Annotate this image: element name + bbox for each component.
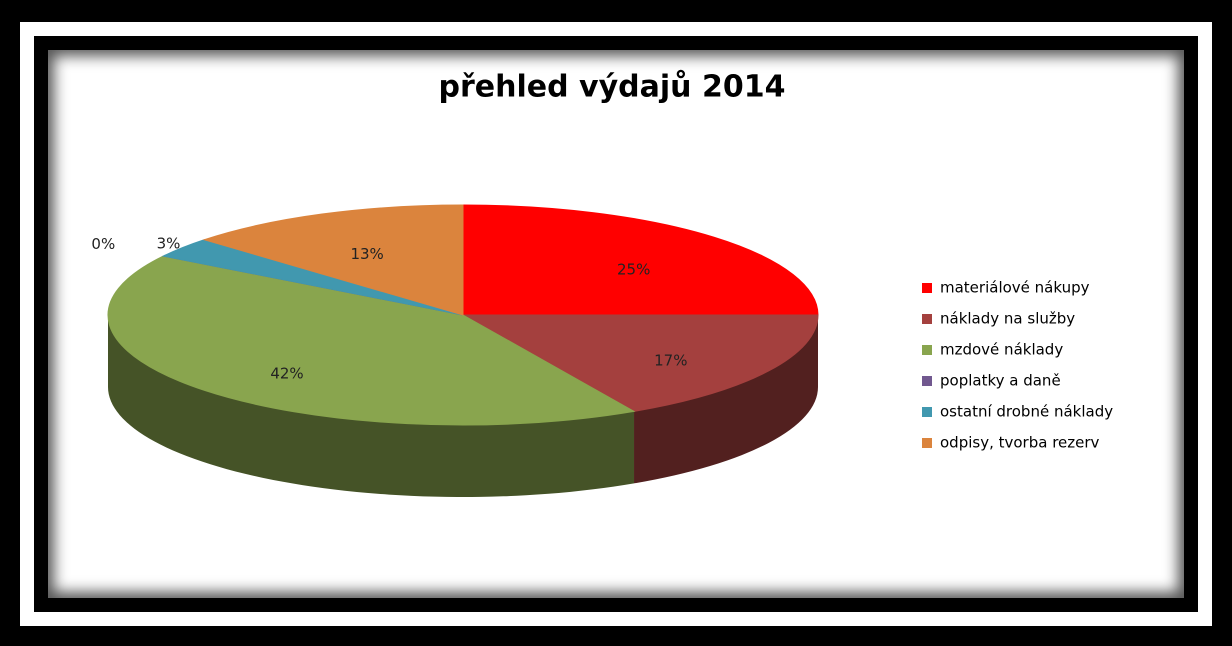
data-label: 17% bbox=[654, 352, 687, 370]
pie-slice bbox=[462, 204, 819, 316]
data-label: 42% bbox=[270, 365, 303, 383]
pie-slice bbox=[461, 314, 819, 412]
pie-side bbox=[108, 315, 635, 497]
legend-label: mzdové náklady bbox=[940, 341, 1063, 359]
legend-label: náklady na služby bbox=[940, 310, 1075, 328]
data-label: 3% bbox=[157, 235, 181, 253]
legend-label: poplatky a daně bbox=[940, 372, 1061, 390]
pie-side bbox=[634, 315, 818, 484]
legend-swatch bbox=[922, 345, 932, 355]
data-label: 25% bbox=[617, 261, 650, 279]
legend-label: materiálové nákupy bbox=[940, 279, 1090, 297]
legend-swatch bbox=[922, 376, 932, 386]
data-label: 0% bbox=[91, 235, 115, 253]
pie-slice bbox=[202, 204, 464, 316]
legend-swatch bbox=[922, 438, 932, 448]
legend-swatch bbox=[922, 407, 932, 417]
legend-swatch bbox=[922, 314, 932, 324]
legend-label: ostatní drobné náklady bbox=[940, 403, 1113, 421]
legend-label: odpisy, tvorba rezerv bbox=[940, 434, 1100, 452]
chart-title: přehled výdajů 2014 bbox=[439, 69, 786, 105]
legend-swatch bbox=[922, 283, 932, 293]
data-label: 13% bbox=[350, 245, 383, 263]
pie-slice bbox=[107, 255, 636, 426]
